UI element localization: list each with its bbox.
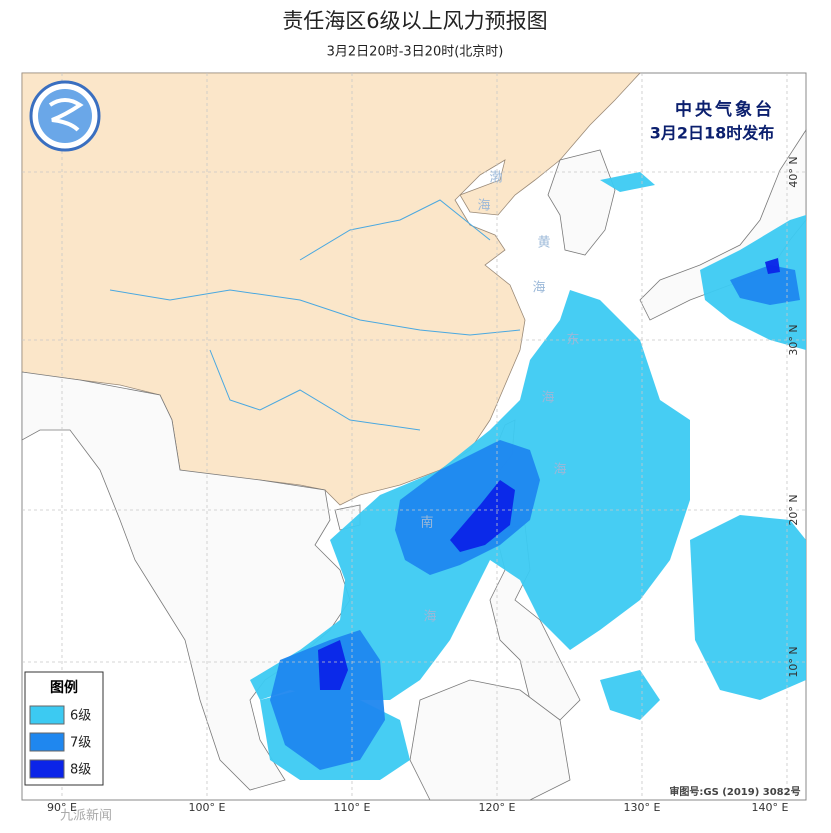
wind-area	[765, 258, 780, 274]
issuer: 中央气象台	[675, 99, 775, 120]
lon-label: 140° E	[752, 801, 789, 814]
legend-title: 图例	[50, 679, 78, 696]
lon-label: 110° E	[334, 801, 371, 814]
rivers	[109, 199, 521, 431]
wind-area	[730, 265, 800, 305]
wind-area	[690, 515, 806, 700]
legend: 图例 6级 7级 8级	[24, 671, 104, 786]
lat-label: 10° N	[787, 646, 800, 677]
wind-area	[600, 172, 655, 192]
lat-label: 30° N	[787, 324, 800, 355]
legend-label: 7级	[70, 736, 91, 751]
title: 责任海区6级以上风力预报图	[282, 9, 547, 33]
issue-time: 3月2日18时发布	[650, 124, 775, 143]
sea-label: 东	[566, 333, 579, 348]
lat-label: 20° N	[787, 494, 800, 525]
sea-label: 黄	[537, 236, 550, 251]
wind-area	[395, 440, 540, 575]
watermark: 九派新闻	[60, 808, 112, 824]
sea-label: 南	[420, 515, 433, 531]
review-number: 审图号:GS (2019) 3082号	[669, 785, 800, 798]
lon-label: 90° E	[47, 801, 77, 814]
sea-label: 海	[532, 281, 545, 296]
lat-label: 40° N	[787, 156, 800, 187]
legend-swatch	[29, 705, 65, 725]
lon-label: 100° E	[189, 801, 226, 814]
sea-label: 海	[477, 199, 490, 214]
legend-label: 6级	[70, 709, 91, 724]
southeast-asia	[21, 371, 351, 791]
subtitle: 3月2日20时-3日20时(北京时)	[327, 45, 504, 60]
legend-swatch	[29, 759, 65, 779]
lon-label: 130° E	[624, 801, 661, 814]
sea-label: 海	[553, 463, 566, 478]
wind-area	[270, 630, 385, 770]
wind-area	[450, 480, 515, 552]
legend-swatch	[29, 732, 65, 752]
korea	[547, 149, 616, 256]
logo	[29, 80, 101, 152]
legend-label: 8级	[70, 763, 91, 778]
borneo	[409, 679, 571, 801]
sea-label: 海	[541, 391, 554, 406]
wind-area	[318, 640, 348, 690]
graticule: 90° E 100° E 110° E 120° E 130° E 140° E 40° N…	[22, 73, 806, 814]
wind-areas	[250, 172, 806, 780]
sea-label: 海	[423, 610, 436, 625]
sea-label: 渤	[489, 170, 502, 186]
wind-area	[600, 670, 660, 720]
map-area: 90° E 100° E 110° E 120° E 130° E 140° E 40° N…	[21, 72, 807, 814]
lon-label: 120° E	[479, 801, 516, 814]
